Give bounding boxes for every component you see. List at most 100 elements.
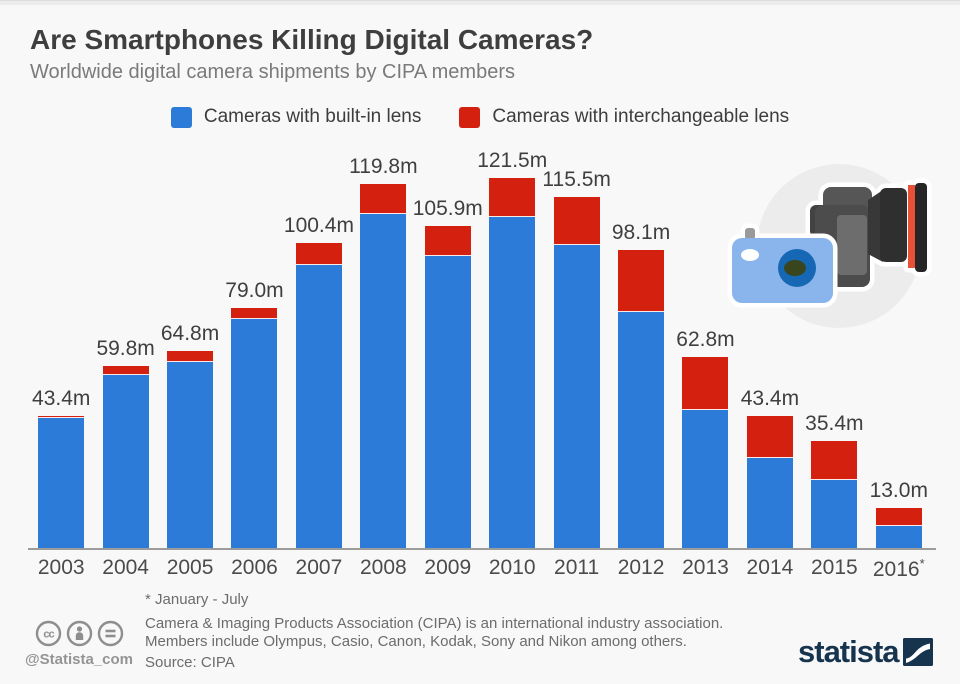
interchangeable-lens-segment [618,250,665,312]
bar-group-2009: 105.9m [412,197,483,548]
x-axis-tick-label: 2006 [231,556,278,579]
stacked-bar [424,226,471,548]
statista-logo-mark [902,638,933,666]
legend-item-built-in: Cameras with built-in lens [170,106,422,128]
cc-icon: cc [35,620,61,647]
footnote-january-july: * January - July [145,591,249,608]
bar-group-2008: 119.8m [349,155,418,548]
bar-group-2012: 98.1m [609,221,673,548]
x-axis-tick-label: 2009 [424,556,472,579]
x-axis-tick-label: 2010 [488,556,536,579]
interchangeable-lens-segment [167,351,214,362]
description-line-2: Members include Olympus, Casio, Canon, K… [145,633,687,650]
stacked-bar [38,416,85,548]
interchangeable-lens-swatch [459,106,481,128]
interchangeable-lens-segment [553,197,600,245]
legend-label: Cameras with built-in lens [203,106,422,127]
bar-group-2004: 59.8m [93,337,157,548]
stacked-bar [231,308,278,548]
built-in-lens-segment [102,375,149,548]
stacked-bar [102,366,149,548]
built-in-lens-segment [618,312,665,548]
built-in-lens-segment [553,245,600,548]
stacked-bar [618,250,665,548]
x-axis-tick-label: 2016* [872,556,925,581]
built-in-lens-segment [231,319,278,548]
cc-license-icons: cc [24,620,134,647]
total-value-label: 59.8m [96,337,155,360]
total-value-label: 115.5m [542,168,611,191]
statista-logo: statista [798,634,933,670]
interchangeable-lens-segment [875,508,922,526]
built-in-lens-swatch [170,106,192,128]
bar-group-2006: 79.0m [222,279,286,548]
x-axis-tick-label: 2011 [554,556,600,579]
stacked-bar [489,178,536,548]
stacked-bar [167,351,214,548]
chart-area: 43.4m 59.8m 64.8m 79.0m 100.4m 119.8m 105.9m 12… [29,149,931,548]
bar-group-2015: 35.4m [802,412,866,548]
footnote-block: * January - July Camera & Imaging Produc… [145,591,795,672]
statista-handle: @Statista_com [25,651,133,668]
compact-camera-icon [732,228,833,303]
camera-illustration [727,164,932,328]
bar-group-2003: 43.4m [29,387,93,548]
x-axis-tick-label: 2003 [37,556,85,579]
page-title: Are Smartphones Killing Digital Cameras? [30,24,594,55]
total-value-label: 105.9m [412,197,483,220]
x-axis-tick-label: 2007 [295,556,343,579]
built-in-lens-segment [295,265,342,548]
built-in-lens-segment [811,480,858,548]
x-axis-tick-label: 2005 [166,556,214,579]
interchangeable-lens-segment [424,226,471,256]
bar-group-2005: 64.8m [158,322,222,548]
stacked-bar [360,184,407,548]
built-in-lens-segment [682,410,729,548]
bar-group-2014: 43.4m [738,387,802,548]
built-in-lens-segment [38,418,85,548]
source-text: Source: CIPA [145,654,235,671]
legend-item-interchangeable: Cameras with interchangeable lens [459,106,789,128]
interchangeable-lens-segment [682,357,729,410]
svg-text:cc: cc [43,629,54,641]
bar-group-2016: 13.0m [867,479,931,548]
equals-icon [97,620,123,647]
total-value-label: 119.8m [349,155,418,178]
x-axis-tick-label: 2004 [102,556,149,579]
legend-label: Cameras with interchangeable lens [492,106,790,127]
total-value-label: 62.8m [676,328,735,351]
built-in-lens-segment [875,526,922,548]
stacked-bar [553,197,600,548]
legend: Cameras with built-in lens Cameras with … [0,106,960,128]
x-axis-tick-label: 2014 [746,556,794,579]
bar-group-2010: 121.5m [477,149,548,548]
total-value-label: 121.5m [477,149,548,172]
statista-wordmark: statista [798,634,900,669]
total-value-label: 43.4m [32,387,91,410]
interchangeable-lens-segment [489,178,536,217]
page-subtitle: Worldwide digital camera shipments by CI… [30,61,515,83]
interchangeable-lens-segment [746,416,793,458]
total-value-label: 79.0m [225,279,284,302]
x-axis-line [28,548,936,550]
total-value-label: 100.4m [283,214,354,237]
bar-group-2013: 62.8m [673,328,737,548]
built-in-lens-segment [360,214,407,548]
interchangeable-lens-segment [102,366,149,375]
stacked-bar [295,243,342,548]
dslr-camera-icon [810,183,927,287]
description-line-1: Camera & Imaging Products Association (C… [145,615,724,632]
stacked-bar [875,508,922,548]
built-in-lens-segment [167,362,214,548]
total-value-label: 98.1m [611,221,671,244]
x-axis-labels: 2003 2004 2005 2006 2007 2008 2009 2010 2011 2012… [29,556,931,582]
built-in-lens-segment [424,256,471,548]
creative-commons-block: cc @Statista_com [24,620,134,668]
interchangeable-lens-segment [295,243,342,265]
interchangeable-lens-segment [811,441,858,480]
x-axis-tick-label: 2012 [617,556,665,579]
top-border [0,0,960,5]
stacked-bar [746,416,793,548]
total-value-label: 64.8m [160,322,220,345]
